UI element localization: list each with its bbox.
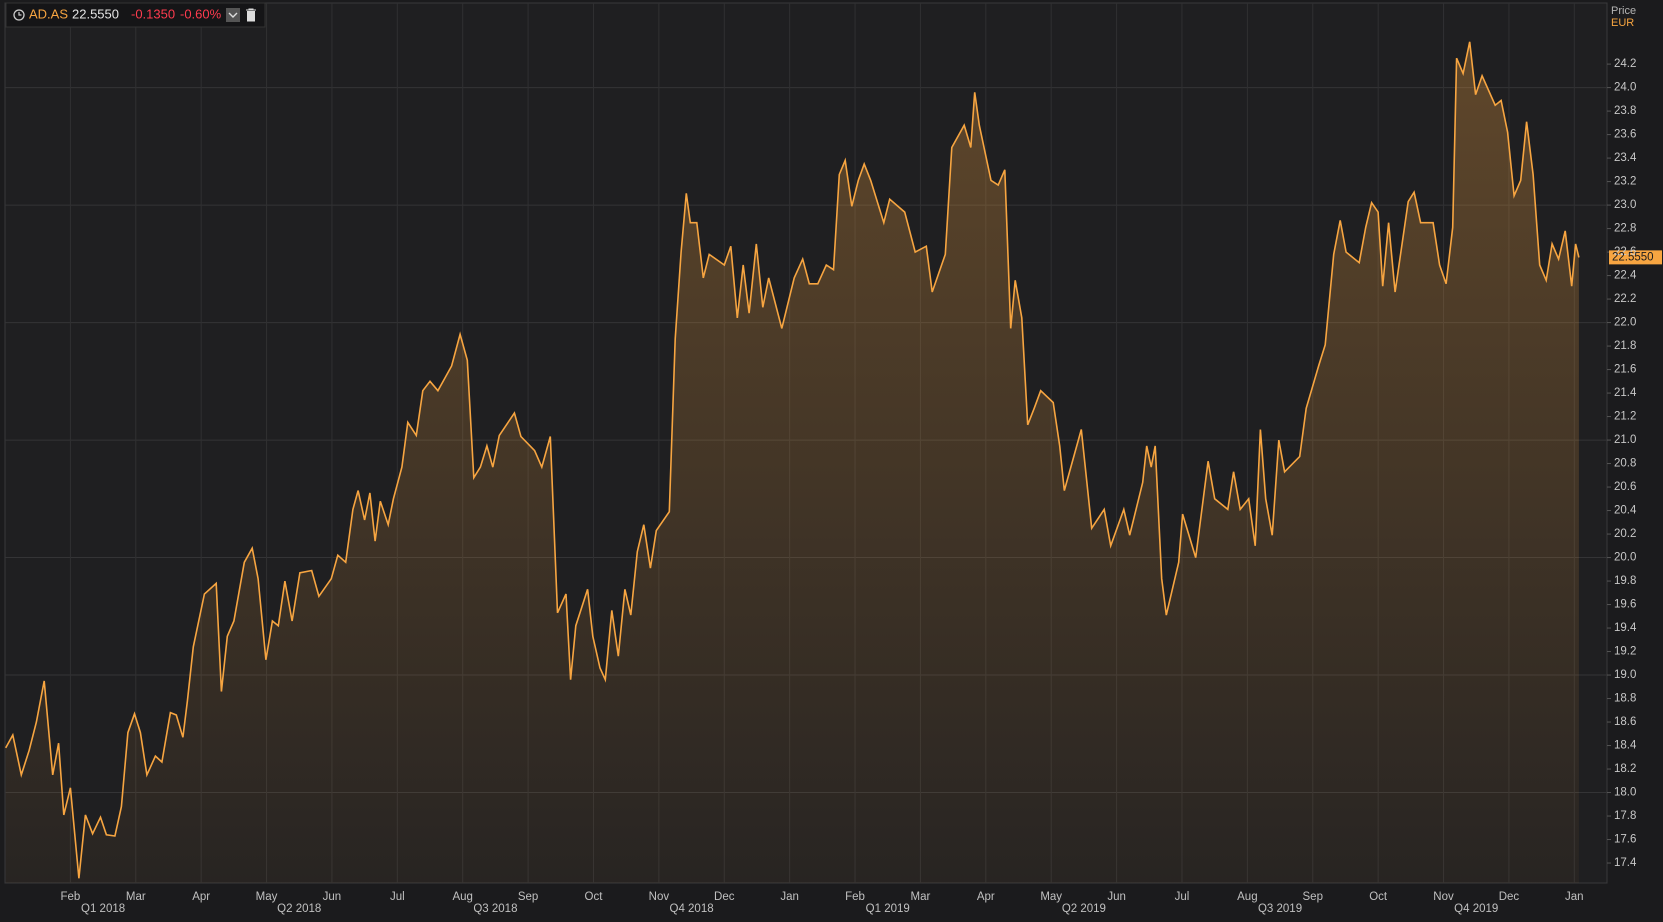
y-axis-label: Price bbox=[1611, 5, 1636, 17]
y-tick-label: 22.4 bbox=[1614, 270, 1637, 282]
x-tick-label: Feb bbox=[60, 891, 80, 903]
quarter-label: Q4 2019 bbox=[1454, 903, 1498, 915]
change: -0.1350 bbox=[131, 6, 175, 21]
y-tick-label: 22.2 bbox=[1614, 293, 1636, 305]
marks bbox=[4, 41, 1662, 884]
last-price-badge bbox=[1609, 250, 1662, 265]
dropdown-button[interactable] bbox=[226, 8, 240, 22]
x-tick-label: Mar bbox=[126, 891, 146, 903]
y-tick-label: 21.0 bbox=[1614, 434, 1636, 446]
x-tick-label: Aug bbox=[1237, 891, 1257, 903]
x-tick-label: Oct bbox=[585, 891, 604, 903]
y-tick-label: 21.4 bbox=[1614, 387, 1637, 399]
x-tick-label: Nov bbox=[1433, 891, 1454, 903]
y-tick-label: 17.8 bbox=[1614, 810, 1636, 822]
y-tick-label: 19.6 bbox=[1614, 599, 1636, 611]
x-tick-label: Apr bbox=[977, 891, 995, 903]
price-line bbox=[4, 41, 1580, 879]
y-tick-label: 21.6 bbox=[1614, 364, 1636, 376]
y-tick-label: 20.2 bbox=[1614, 528, 1636, 540]
y-tick-label: 17.4 bbox=[1614, 857, 1637, 869]
y-tick-label: 23.6 bbox=[1614, 129, 1636, 141]
clock-icon bbox=[13, 9, 25, 21]
labels: 17.4 17.6 17.8 18.0 18.2 18.4 18.6 18.8 19.0 19.2… bbox=[60, 58, 1653, 915]
dropdown-arrow bbox=[228, 12, 238, 18]
x-tick-label: Feb bbox=[845, 891, 865, 903]
x-tick-label: Oct bbox=[1369, 891, 1388, 903]
y-tick-label: 21.2 bbox=[1614, 411, 1636, 423]
x-tick-label: Aug bbox=[452, 891, 472, 903]
x-tick-label: Jul bbox=[1175, 891, 1190, 903]
x-tick-label: Jun bbox=[1107, 891, 1126, 903]
delete-button[interactable] bbox=[246, 8, 256, 22]
y-tick-label: 17.6 bbox=[1614, 834, 1636, 846]
quarter-label: Q2 2018 bbox=[277, 903, 321, 915]
y-tick-label: 22.6 bbox=[1614, 246, 1636, 258]
quarter-label: Q3 2019 bbox=[1258, 903, 1302, 915]
y-tick-label: 20.0 bbox=[1614, 552, 1636, 564]
quarter-label: Q1 2018 bbox=[81, 903, 125, 915]
x-tick-label: Jan bbox=[1565, 891, 1584, 903]
y-tick-label: 22.0 bbox=[1614, 317, 1636, 329]
quarter-label: Q1 2019 bbox=[866, 903, 910, 915]
x-tick-label: Dec bbox=[1499, 891, 1520, 903]
y-tick-label: 18.2 bbox=[1614, 763, 1636, 775]
quarter-label: Q4 2018 bbox=[670, 903, 714, 915]
y-tick-label: 21.8 bbox=[1614, 340, 1636, 352]
x-tick-label: Jul bbox=[390, 891, 405, 903]
y-tick-label: 18.0 bbox=[1614, 787, 1636, 799]
y-axis-unit: EUR bbox=[1611, 17, 1634, 29]
clock-hand bbox=[18, 12, 22, 16]
y-tick-label: 23.2 bbox=[1614, 176, 1636, 188]
y-tick-label: 18.6 bbox=[1614, 716, 1636, 728]
y-tick-label: 19.2 bbox=[1614, 646, 1636, 658]
y-tick-label: 20.4 bbox=[1614, 505, 1637, 517]
x-tick-label: Jun bbox=[323, 891, 342, 903]
y-tick-label: 20.8 bbox=[1614, 458, 1636, 470]
y-tick-label: 19.8 bbox=[1614, 575, 1636, 587]
quarter-label: Q3 2018 bbox=[473, 903, 517, 915]
y-tick-label: 23.4 bbox=[1614, 152, 1637, 164]
y-tick-label: 23.8 bbox=[1614, 105, 1636, 117]
y-tick-label: 18.4 bbox=[1614, 740, 1637, 752]
y-tick-label: 23.0 bbox=[1614, 199, 1636, 211]
change-pct: -0.60% bbox=[180, 6, 222, 21]
header-box bbox=[5, 2, 266, 28]
x-tick-label: Nov bbox=[649, 891, 670, 903]
y-tick-label: 20.6 bbox=[1614, 481, 1636, 493]
y-tick-label: 19.0 bbox=[1614, 669, 1636, 681]
x-tick-label: Mar bbox=[911, 891, 931, 903]
x-tick-label: May bbox=[256, 891, 278, 903]
last-price-label: 22.5550 bbox=[1612, 251, 1654, 263]
x-tick-label: May bbox=[1040, 891, 1062, 903]
quarter-label: Q2 2019 bbox=[1062, 903, 1106, 915]
y-tick-label: 24.2 bbox=[1614, 58, 1636, 70]
symbol: AD.AS bbox=[29, 6, 68, 21]
x-tick-label: Apr bbox=[192, 891, 210, 903]
x-tick-label: Dec bbox=[714, 891, 735, 903]
area bbox=[5, 41, 1579, 884]
x-tick-label: Jan bbox=[780, 891, 799, 903]
y-tick-label: 19.4 bbox=[1614, 622, 1637, 634]
x-tick-label: Sep bbox=[1303, 891, 1323, 903]
y-tick-label: 18.8 bbox=[1614, 693, 1636, 705]
y-tick-label: 22.8 bbox=[1614, 223, 1636, 235]
x-tick-label: Sep bbox=[518, 891, 538, 903]
price: 22.5550 bbox=[72, 6, 119, 21]
y-tick-label: 24.0 bbox=[1614, 82, 1636, 94]
